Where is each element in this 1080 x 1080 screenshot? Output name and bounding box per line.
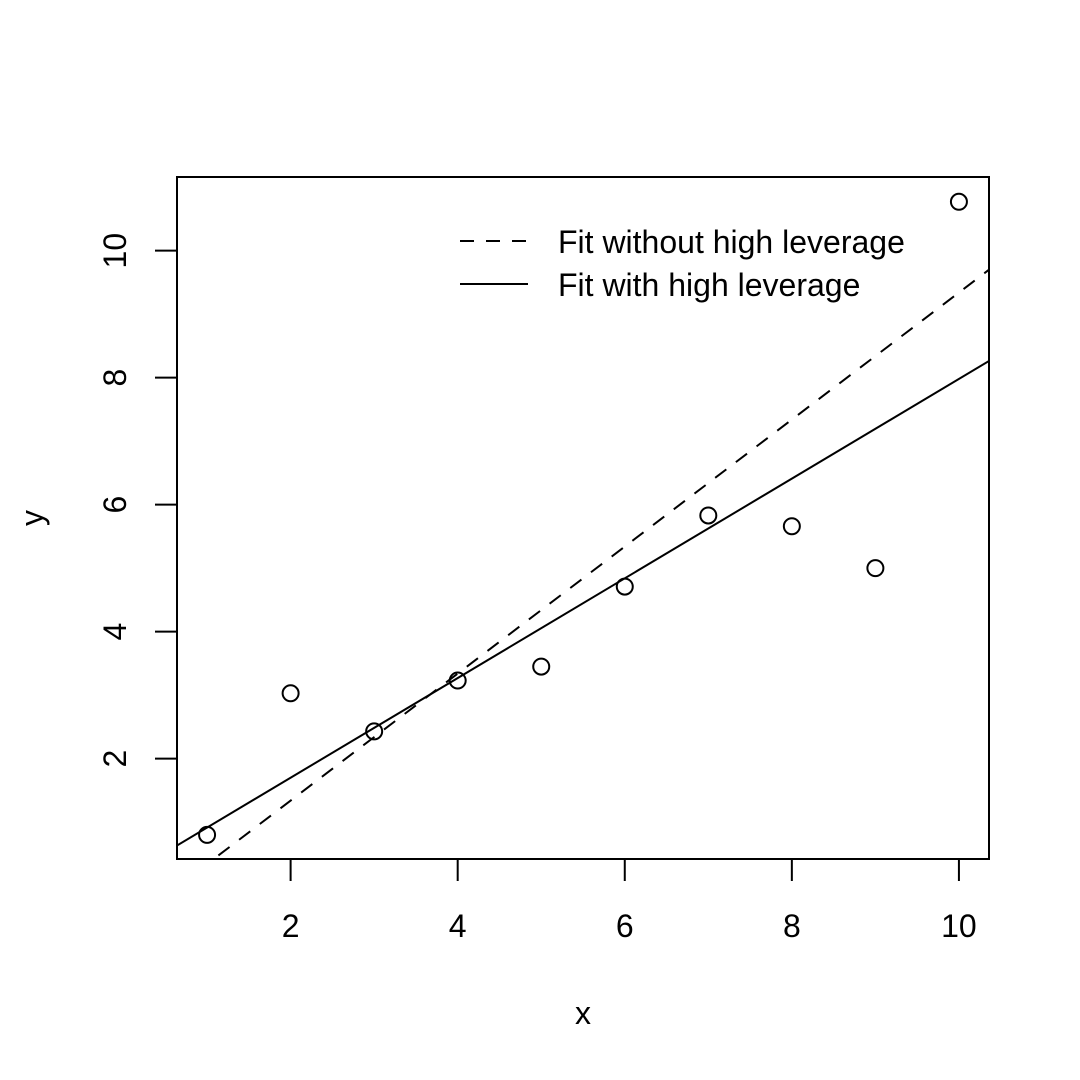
data-point	[782, 517, 801, 536]
y-tick-label: 2	[97, 750, 133, 768]
y-tick-label: 4	[97, 623, 133, 641]
legend-label-with-high-leverage: Fit with high leverage	[558, 267, 860, 303]
x-tick-label: 6	[616, 908, 634, 944]
x-tick-label: 8	[783, 908, 801, 944]
y-tick-label: 6	[97, 496, 133, 514]
data-points	[198, 192, 968, 844]
y-axis-label: y	[14, 510, 50, 526]
data-point	[699, 506, 718, 525]
fit-line-dashed	[212, 268, 989, 859]
data-point	[532, 657, 551, 676]
data-point	[866, 559, 885, 578]
x-tick-label: 10	[941, 908, 977, 944]
data-point	[949, 192, 968, 211]
data-point	[281, 684, 300, 703]
x-tick-label: 2	[282, 908, 300, 944]
fit-lines	[177, 268, 989, 859]
legend-label-without-high-leverage: Fit without high leverage	[558, 224, 905, 260]
data-point	[448, 671, 467, 690]
data-point	[365, 722, 384, 741]
y-tick-label: 8	[97, 369, 133, 387]
y-axis: 2 4 6 8 10	[97, 233, 178, 768]
x-tick-label: 4	[449, 908, 467, 944]
data-point	[615, 577, 634, 596]
fit-line-solid	[177, 360, 989, 847]
data-point	[198, 825, 217, 844]
legend: Fit without high leverage Fit with high …	[460, 224, 905, 303]
x-axis: 2 4 6 8 10	[282, 858, 977, 944]
x-axis-label: x	[575, 995, 591, 1031]
y-tick-label: 10	[97, 233, 133, 269]
